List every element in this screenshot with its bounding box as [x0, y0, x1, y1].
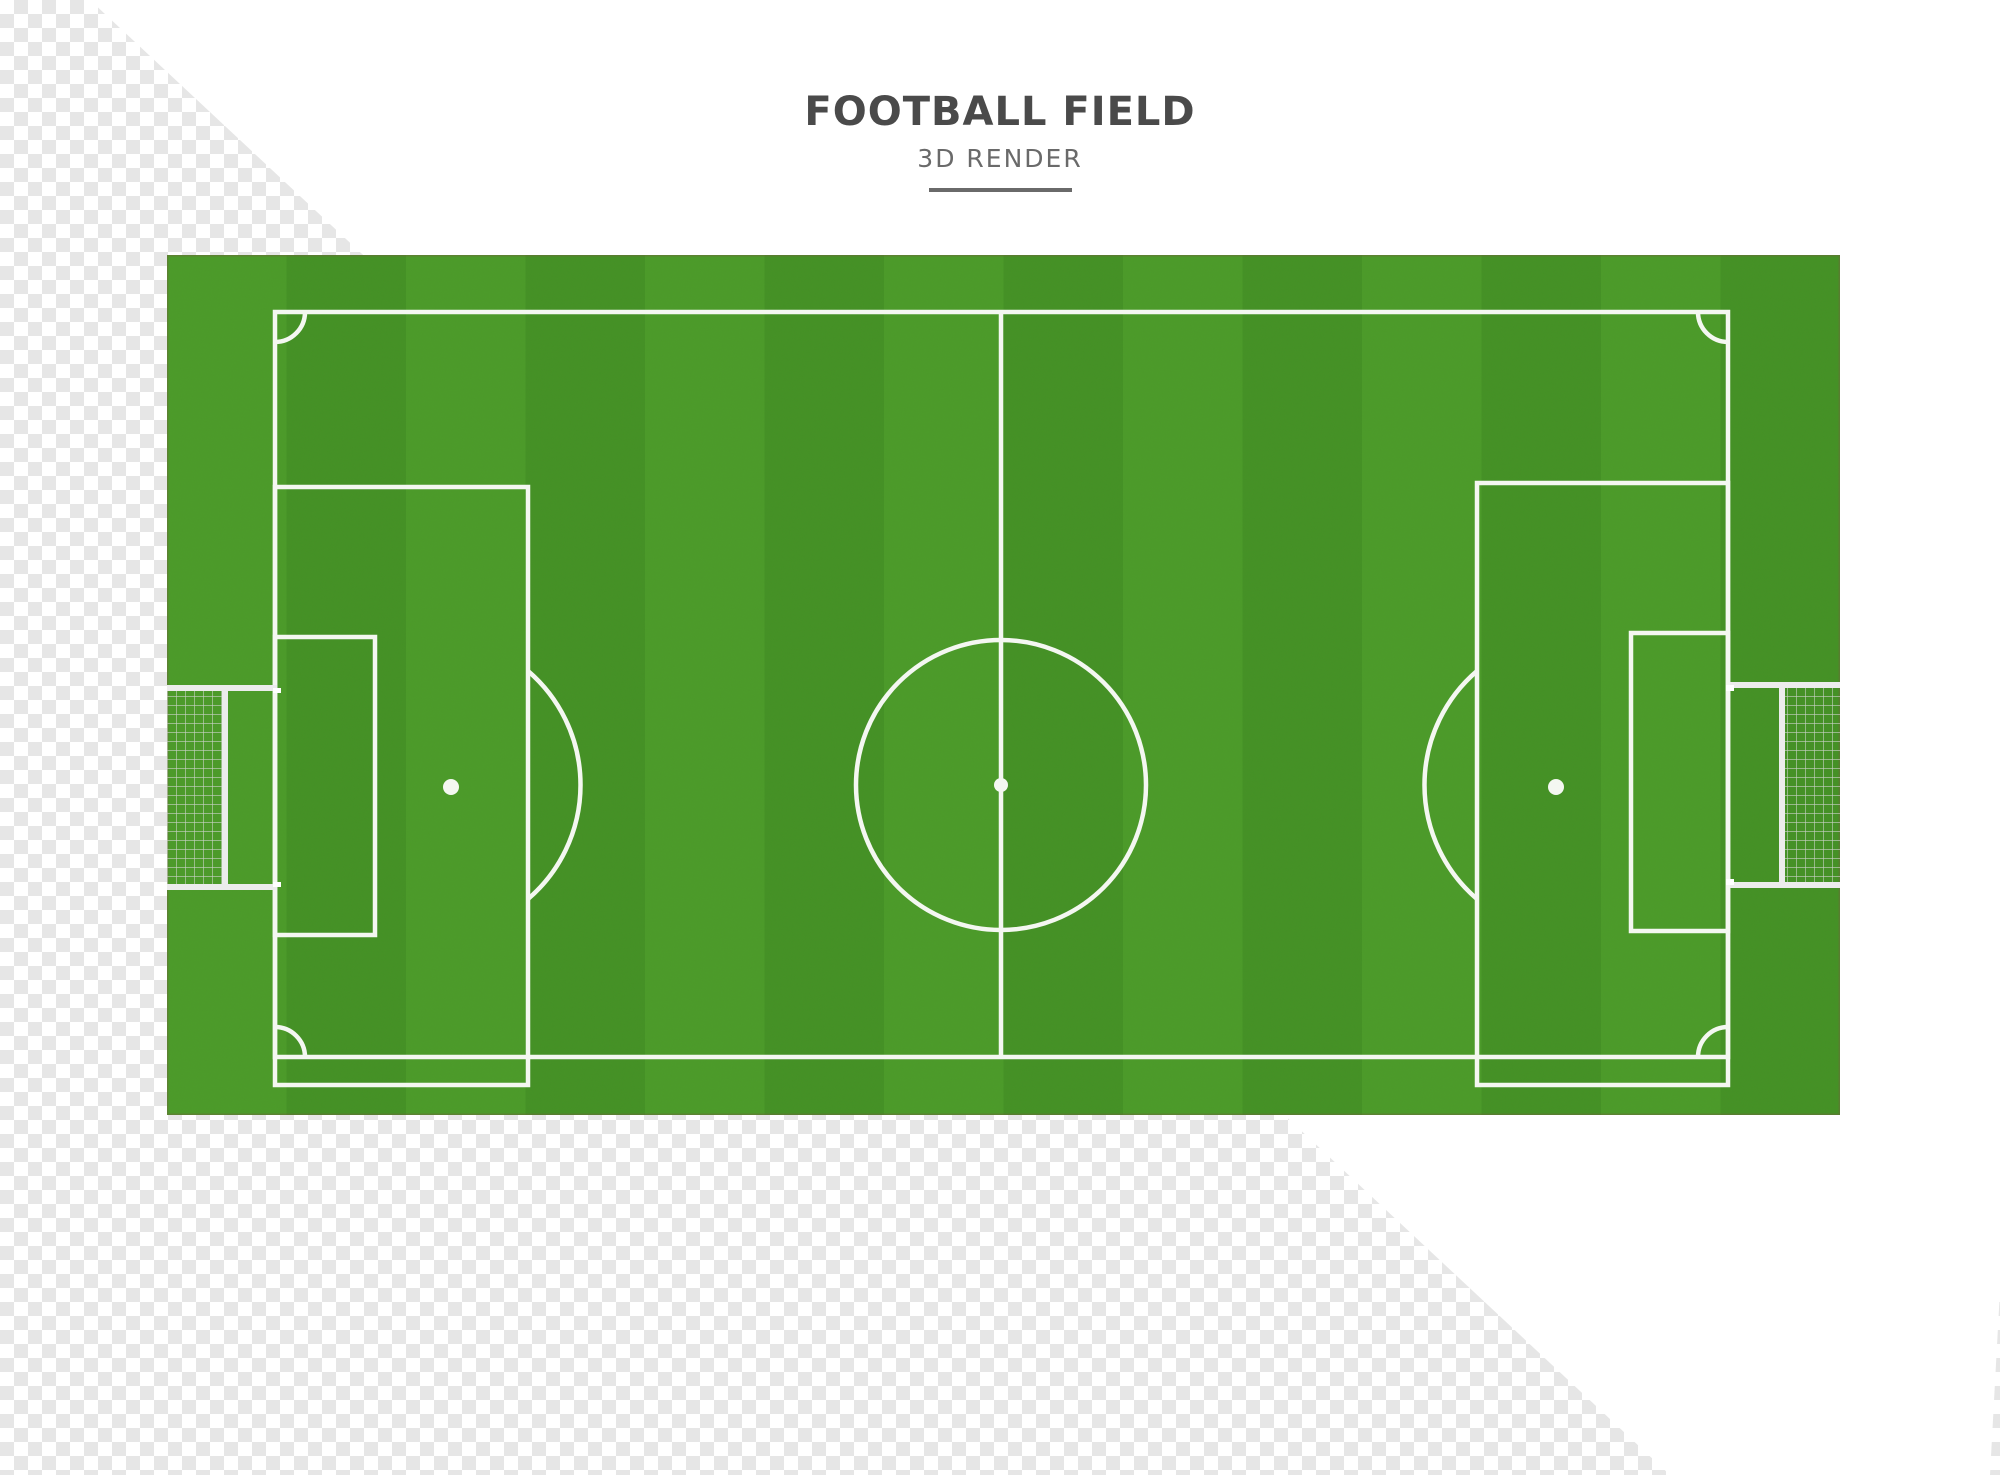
left-goal — [167, 685, 281, 890]
page-title: FOOTBALL FIELD — [804, 89, 1196, 135]
right-penalty-spot — [1548, 779, 1564, 795]
right-goal-area — [1628, 630, 1731, 934]
corner-arc-bottom-left — [274, 1024, 308, 1058]
grass-texture — [167, 255, 1840, 1115]
left-goal-net — [167, 685, 227, 885]
right-goal-net — [1780, 685, 1840, 885]
page-subtitle: 3D RENDER — [917, 144, 1083, 173]
left-penalty-arc — [526, 669, 583, 901]
right-penalty-arc — [1422, 669, 1479, 901]
corner-arc-top-left — [274, 311, 308, 345]
right-goal-frame — [1730, 682, 1840, 888]
left-goal-frame — [167, 685, 277, 890]
center-spot — [994, 778, 1008, 792]
left-penalty-spot — [443, 779, 459, 795]
football-pitch — [167, 255, 1840, 1115]
title-underline — [928, 188, 1072, 192]
header: FOOTBALL FIELD 3D RENDER — [0, 84, 2000, 192]
left-goal-area — [272, 634, 378, 938]
center-circle — [853, 637, 1149, 933]
corner-arc-bottom-right — [1695, 1024, 1729, 1058]
pitch-markings — [272, 309, 1731, 1088]
pitch-svg — [167, 255, 1840, 1115]
corner-arc-top-right — [1695, 311, 1729, 345]
right-goal — [1726, 682, 1840, 888]
